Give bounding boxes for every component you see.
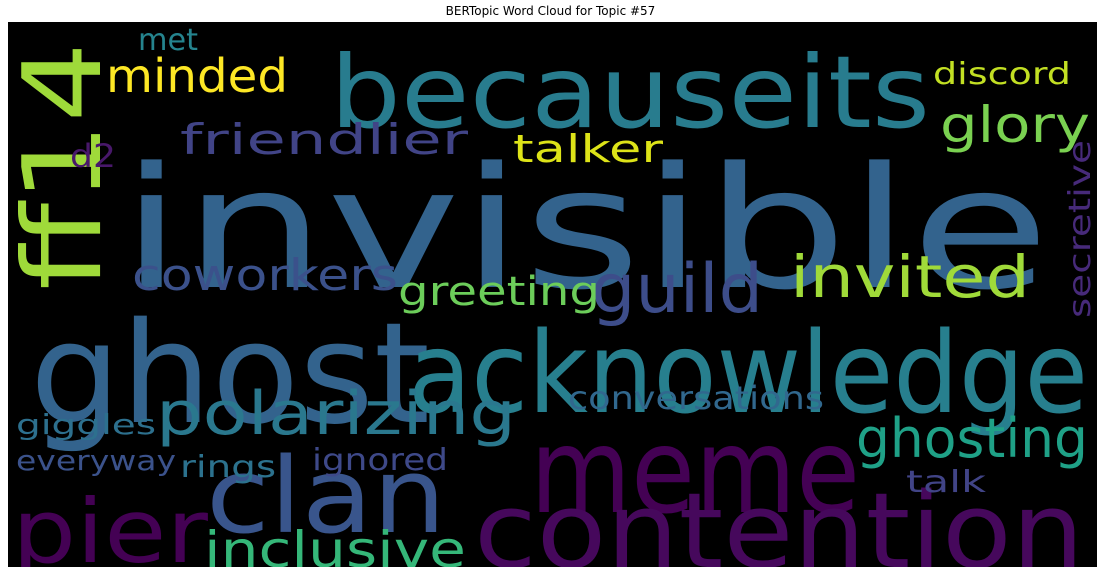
cloud-word-secretive: secretive: [1063, 140, 1097, 318]
cloud-word-everyway: everyway: [16, 444, 176, 477]
cloud-word-rings: rings: [180, 450, 276, 485]
cloud-word-minded: minded: [106, 49, 288, 103]
cloud-word-greeting: greeting: [398, 269, 600, 315]
cloud-word-d2: d2: [70, 137, 116, 175]
cloud-word-ghost: ghost: [30, 293, 430, 456]
cloud-word-ignored: ignored: [312, 443, 448, 478]
cloud-word-contention: contention: [474, 470, 1084, 567]
cloud-word-conversations: conversations: [568, 379, 824, 417]
cloud-word-discord: discord: [933, 57, 1071, 92]
cloud-word-clan: clan: [206, 435, 446, 557]
cloud-word-talk: talk: [906, 465, 987, 500]
cloud-word-coworkers: coworkers: [132, 250, 398, 301]
cloud-word-acknowledge: acknowledge: [408, 309, 1088, 439]
cloud-word-invited: invited: [790, 243, 1030, 311]
cloud-word-talker: talker: [513, 127, 664, 171]
cloud-word-invisible: invisible: [120, 131, 1050, 327]
cloud-word-inclusive: inclusive: [204, 521, 466, 567]
cloud-word-ff14: ff14: [8, 42, 126, 290]
cloud-word-giggles: giggles: [16, 408, 156, 441]
cloud-word-guild: guild: [591, 250, 763, 329]
word-cloud: invisible ghost acknowledge meme becauseits c…: [8, 22, 1097, 567]
cloud-word-ghosting: ghosting: [856, 407, 1088, 470]
cloud-word-becauseits: becauseits: [330, 34, 930, 151]
cloud-word-polarizing: polarizing: [156, 379, 516, 449]
cloud-word-friendlier: friendlier: [180, 115, 469, 164]
cloud-word-meme: meme: [530, 402, 860, 540]
figure-title: BERTopic Word Cloud for Topic #57: [445, 4, 656, 18]
cloud-word-pier: pier: [12, 480, 209, 567]
cloud-word-glory: glory: [940, 96, 1090, 154]
cloud-word-met: met: [138, 23, 198, 58]
